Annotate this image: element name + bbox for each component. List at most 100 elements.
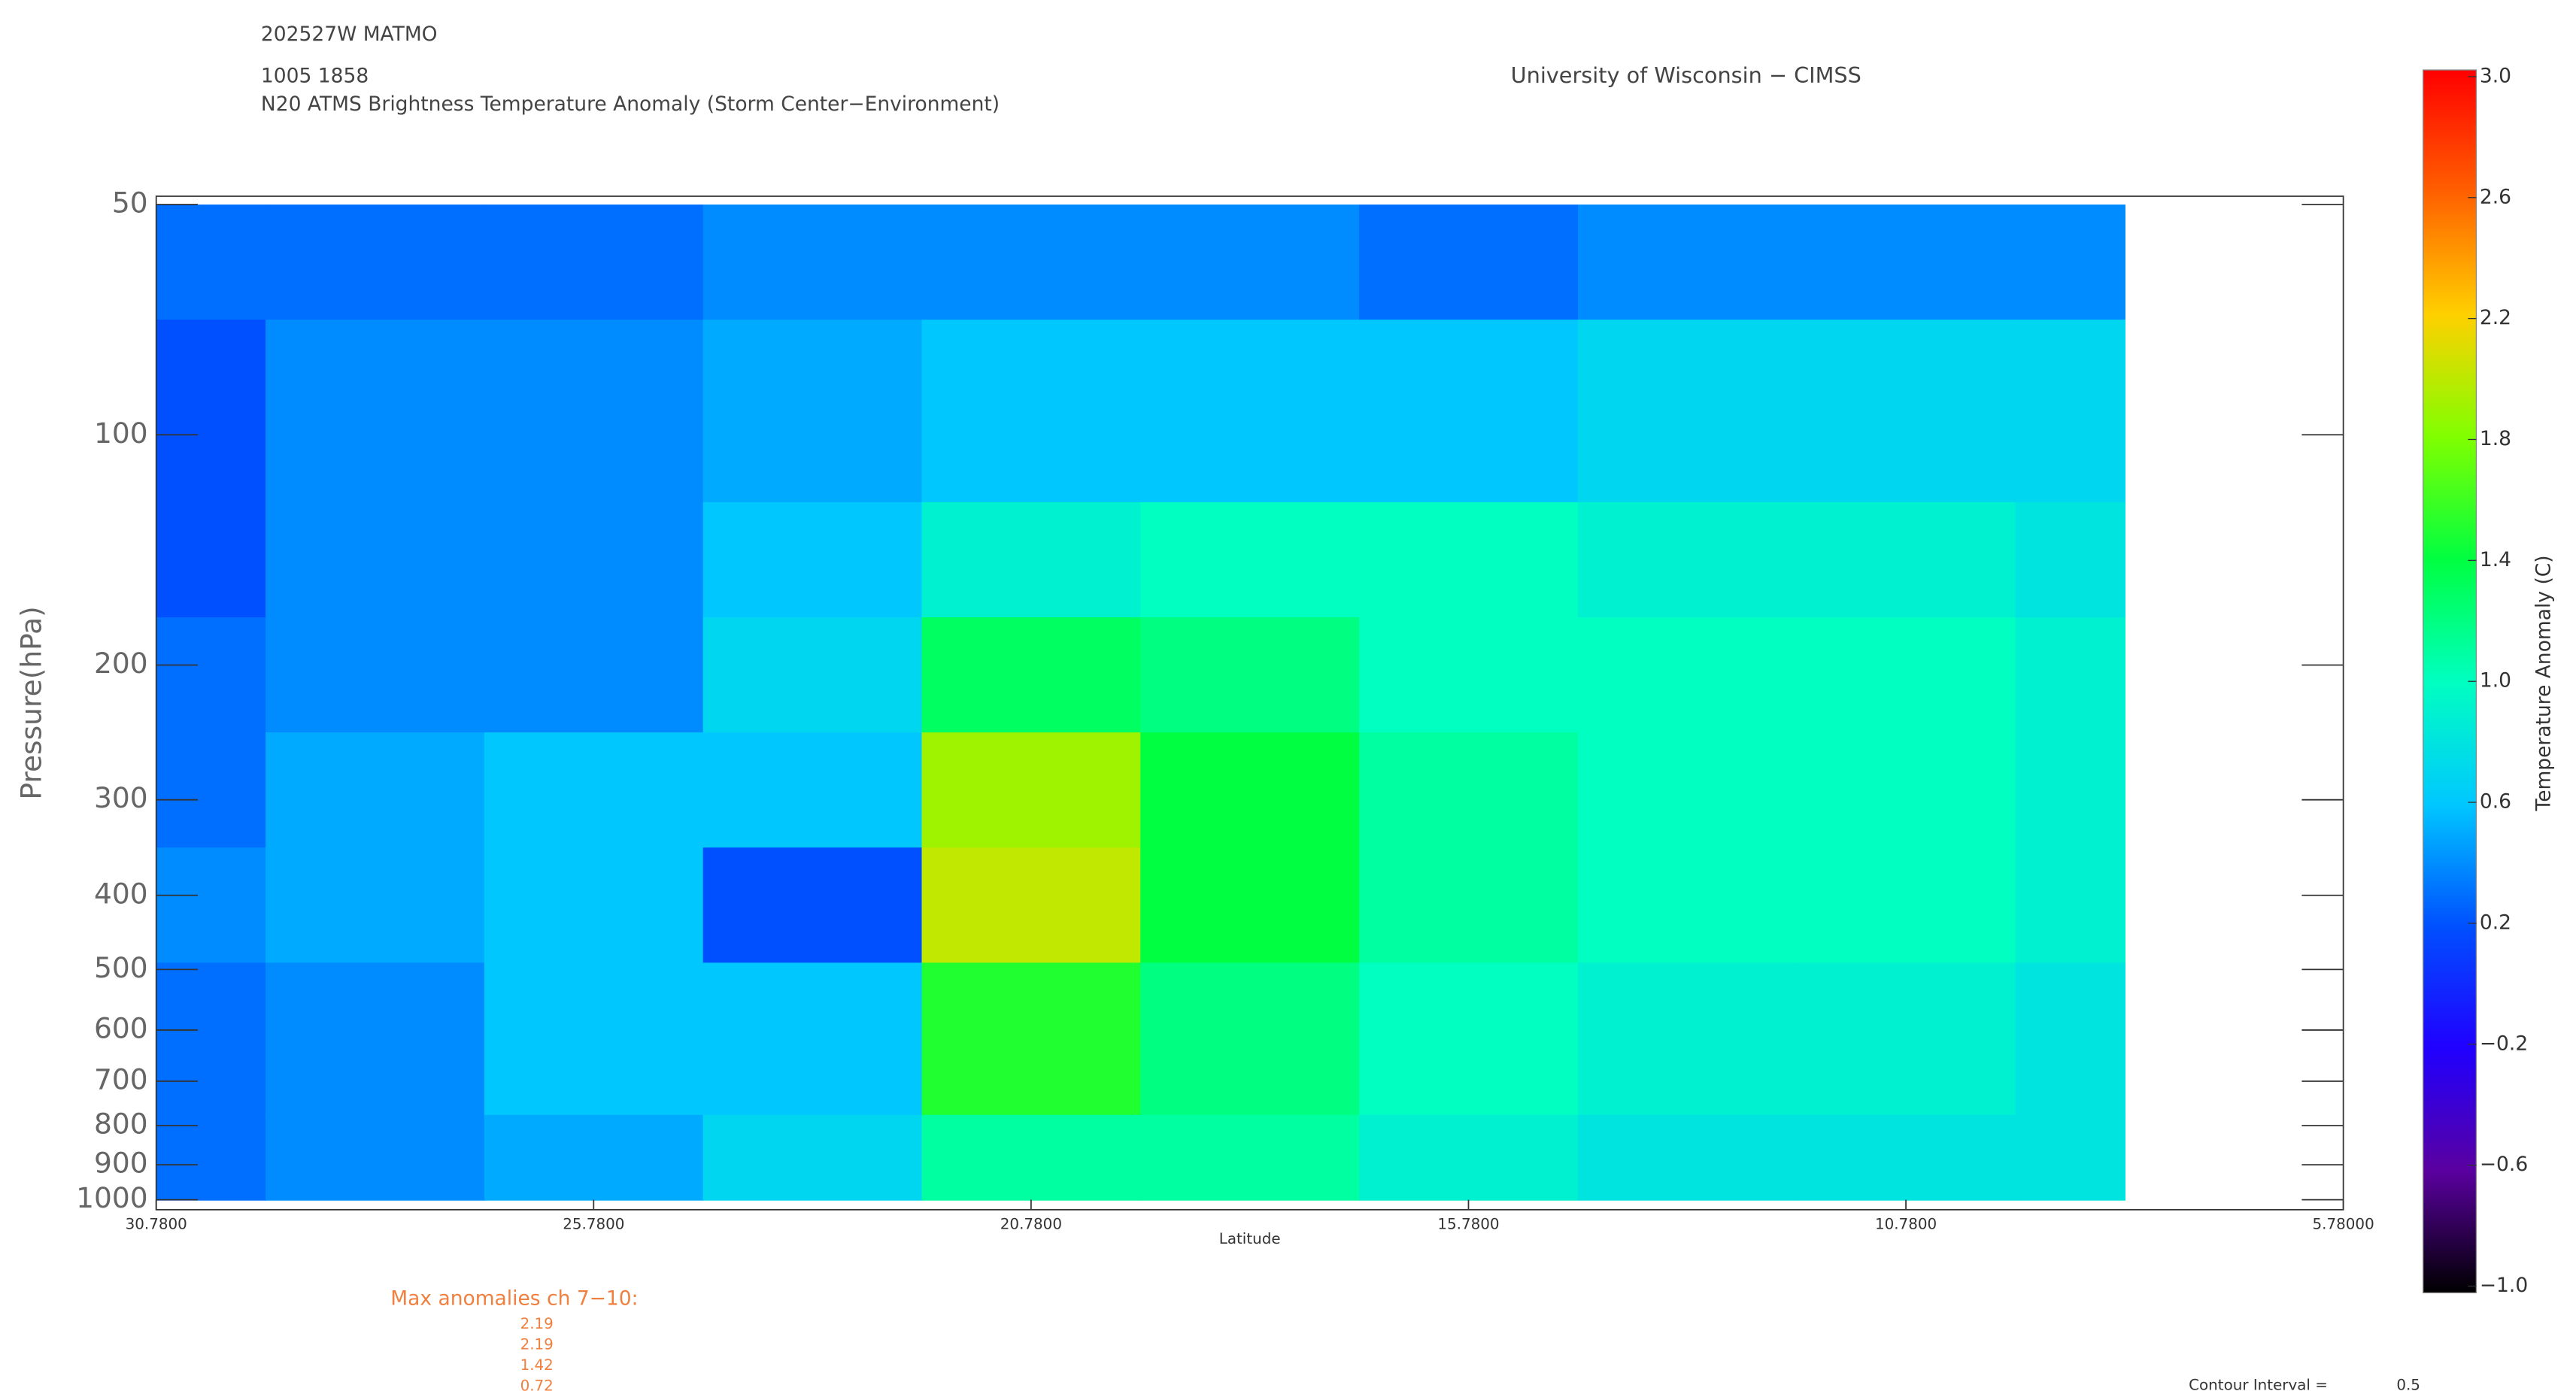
y-tick-label: 50 xyxy=(112,186,148,220)
contour-cell xyxy=(1359,502,1579,619)
x-tick-label: 10.7800 xyxy=(1875,1215,1937,1232)
y-tick-label: 700 xyxy=(94,1063,148,1096)
contour-cell xyxy=(2015,502,2125,619)
contour-cell xyxy=(1577,320,1798,503)
contour-cell xyxy=(265,962,486,1116)
contour-cell xyxy=(265,205,486,321)
contour-cell xyxy=(702,205,923,321)
contour-cell xyxy=(921,1114,1142,1201)
contour-cell xyxy=(484,962,704,1116)
contour-cell xyxy=(484,320,704,503)
contour-cell xyxy=(1140,1114,1361,1201)
contour-cell xyxy=(921,732,1142,849)
contour-cell xyxy=(2015,962,2125,1116)
contour-cell xyxy=(1577,732,1798,849)
y-tick-label: 1000 xyxy=(76,1181,148,1214)
contour-cell xyxy=(1577,847,1798,964)
y-tick-label: 200 xyxy=(94,647,148,680)
contour-cell xyxy=(2015,732,2125,849)
colorbar-tick-label: 1.4 xyxy=(2480,548,2511,571)
contour-cell xyxy=(156,732,267,849)
contour-cell xyxy=(156,502,267,619)
x-tick-label: 30.7800 xyxy=(126,1215,187,1232)
contour-cell xyxy=(2015,205,2125,321)
contour-cell xyxy=(1140,962,1361,1116)
contour-cell xyxy=(265,847,486,964)
colorbar-tick-label: 2.2 xyxy=(2480,306,2511,329)
contour-cell xyxy=(156,320,267,503)
contour-cell xyxy=(921,617,1142,734)
contour-cell xyxy=(265,320,486,503)
contour-interval-value: 0.5 xyxy=(2396,1377,2420,1391)
contour-cell xyxy=(1140,205,1361,321)
contour-cell xyxy=(921,320,1142,503)
storm-id: 202527W MATMO xyxy=(261,23,438,46)
contour-cell xyxy=(921,502,1142,619)
contour-cell xyxy=(484,617,704,734)
contour-cell xyxy=(156,847,267,964)
contour-cell xyxy=(702,962,923,1116)
y-tick-label: 900 xyxy=(94,1147,148,1180)
contour-cell xyxy=(1577,205,1798,321)
x-axis-label: Latitude xyxy=(1219,1230,1281,1247)
colorbar-tick-label: 2.6 xyxy=(2480,185,2511,208)
contour-cell xyxy=(1796,320,2016,503)
contour-cell xyxy=(484,732,704,849)
contour-cell xyxy=(1359,847,1579,964)
contour-cell xyxy=(1796,502,2016,619)
contour-cell xyxy=(1577,1114,1798,1201)
y-tick-label: 300 xyxy=(94,781,148,814)
contour-cell xyxy=(1796,732,2016,849)
x-tick-label: 15.7800 xyxy=(1437,1215,1499,1232)
x-tick-label: 5.78000 xyxy=(2313,1215,2374,1232)
contour-cell xyxy=(1577,502,1798,619)
contour-cell xyxy=(1796,962,2016,1116)
contour-cell xyxy=(921,962,1142,1116)
contour-cell xyxy=(1577,962,1798,1116)
y-tick-label: 400 xyxy=(94,877,148,910)
colorbar xyxy=(2423,69,2477,1294)
colorbar-tick-label: 1.0 xyxy=(2480,669,2511,692)
max-anomaly: 2.19 xyxy=(520,1335,554,1353)
max-anomaly: 1.42 xyxy=(520,1356,554,1374)
colorbar-tick-label: −0.2 xyxy=(2480,1032,2528,1055)
contour-cell xyxy=(1359,617,1579,734)
contour-cell xyxy=(1140,732,1361,849)
contour-cell xyxy=(1796,205,2016,321)
contour-cell xyxy=(702,502,923,619)
contour-cell xyxy=(1140,617,1361,734)
y-tick-label: 100 xyxy=(94,417,148,450)
colorbar-tick-label: 0.2 xyxy=(2480,911,2511,934)
plot-frame xyxy=(155,195,2344,1211)
colorbar-tick-label: −1.0 xyxy=(2480,1274,2528,1297)
contour-cell xyxy=(1359,732,1579,849)
contour-cell xyxy=(156,1114,267,1201)
contour-cell xyxy=(702,320,923,503)
colorbar-tick-label: 3.0 xyxy=(2480,64,2511,87)
contour-cell xyxy=(484,205,704,321)
contour-cell xyxy=(702,847,923,964)
contour-cell xyxy=(2015,847,2125,964)
contour-cell xyxy=(2015,1114,2125,1201)
contour-cell xyxy=(1796,617,2016,734)
colorbar-tick-label: 1.8 xyxy=(2480,427,2511,450)
contour-cell xyxy=(1359,962,1579,1116)
contour-cell xyxy=(1796,1114,2016,1201)
y-tick-label: 800 xyxy=(94,1108,148,1141)
y-axis-label: Pressure(hPa) xyxy=(15,606,48,799)
contour-cell xyxy=(1359,205,1579,321)
contour-cell xyxy=(2015,617,2125,734)
chart-title: N20 ATMS Brightness Temperature Anomaly … xyxy=(261,92,1000,116)
y-tick-label: 500 xyxy=(94,951,148,984)
contour-cell xyxy=(1140,320,1361,503)
x-tick-label: 25.7800 xyxy=(563,1215,624,1232)
contour-cell xyxy=(1577,617,1798,734)
contour-cell xyxy=(1140,502,1361,619)
colorbar-label: Temperature Anomaly (C) xyxy=(2532,555,2556,811)
contour-cell xyxy=(484,1114,704,1201)
contour-cell xyxy=(265,617,486,734)
x-tick-label: 20.7800 xyxy=(1000,1215,1062,1232)
contour-cell xyxy=(702,732,923,849)
colorbar-tick-label: 0.6 xyxy=(2480,790,2511,814)
